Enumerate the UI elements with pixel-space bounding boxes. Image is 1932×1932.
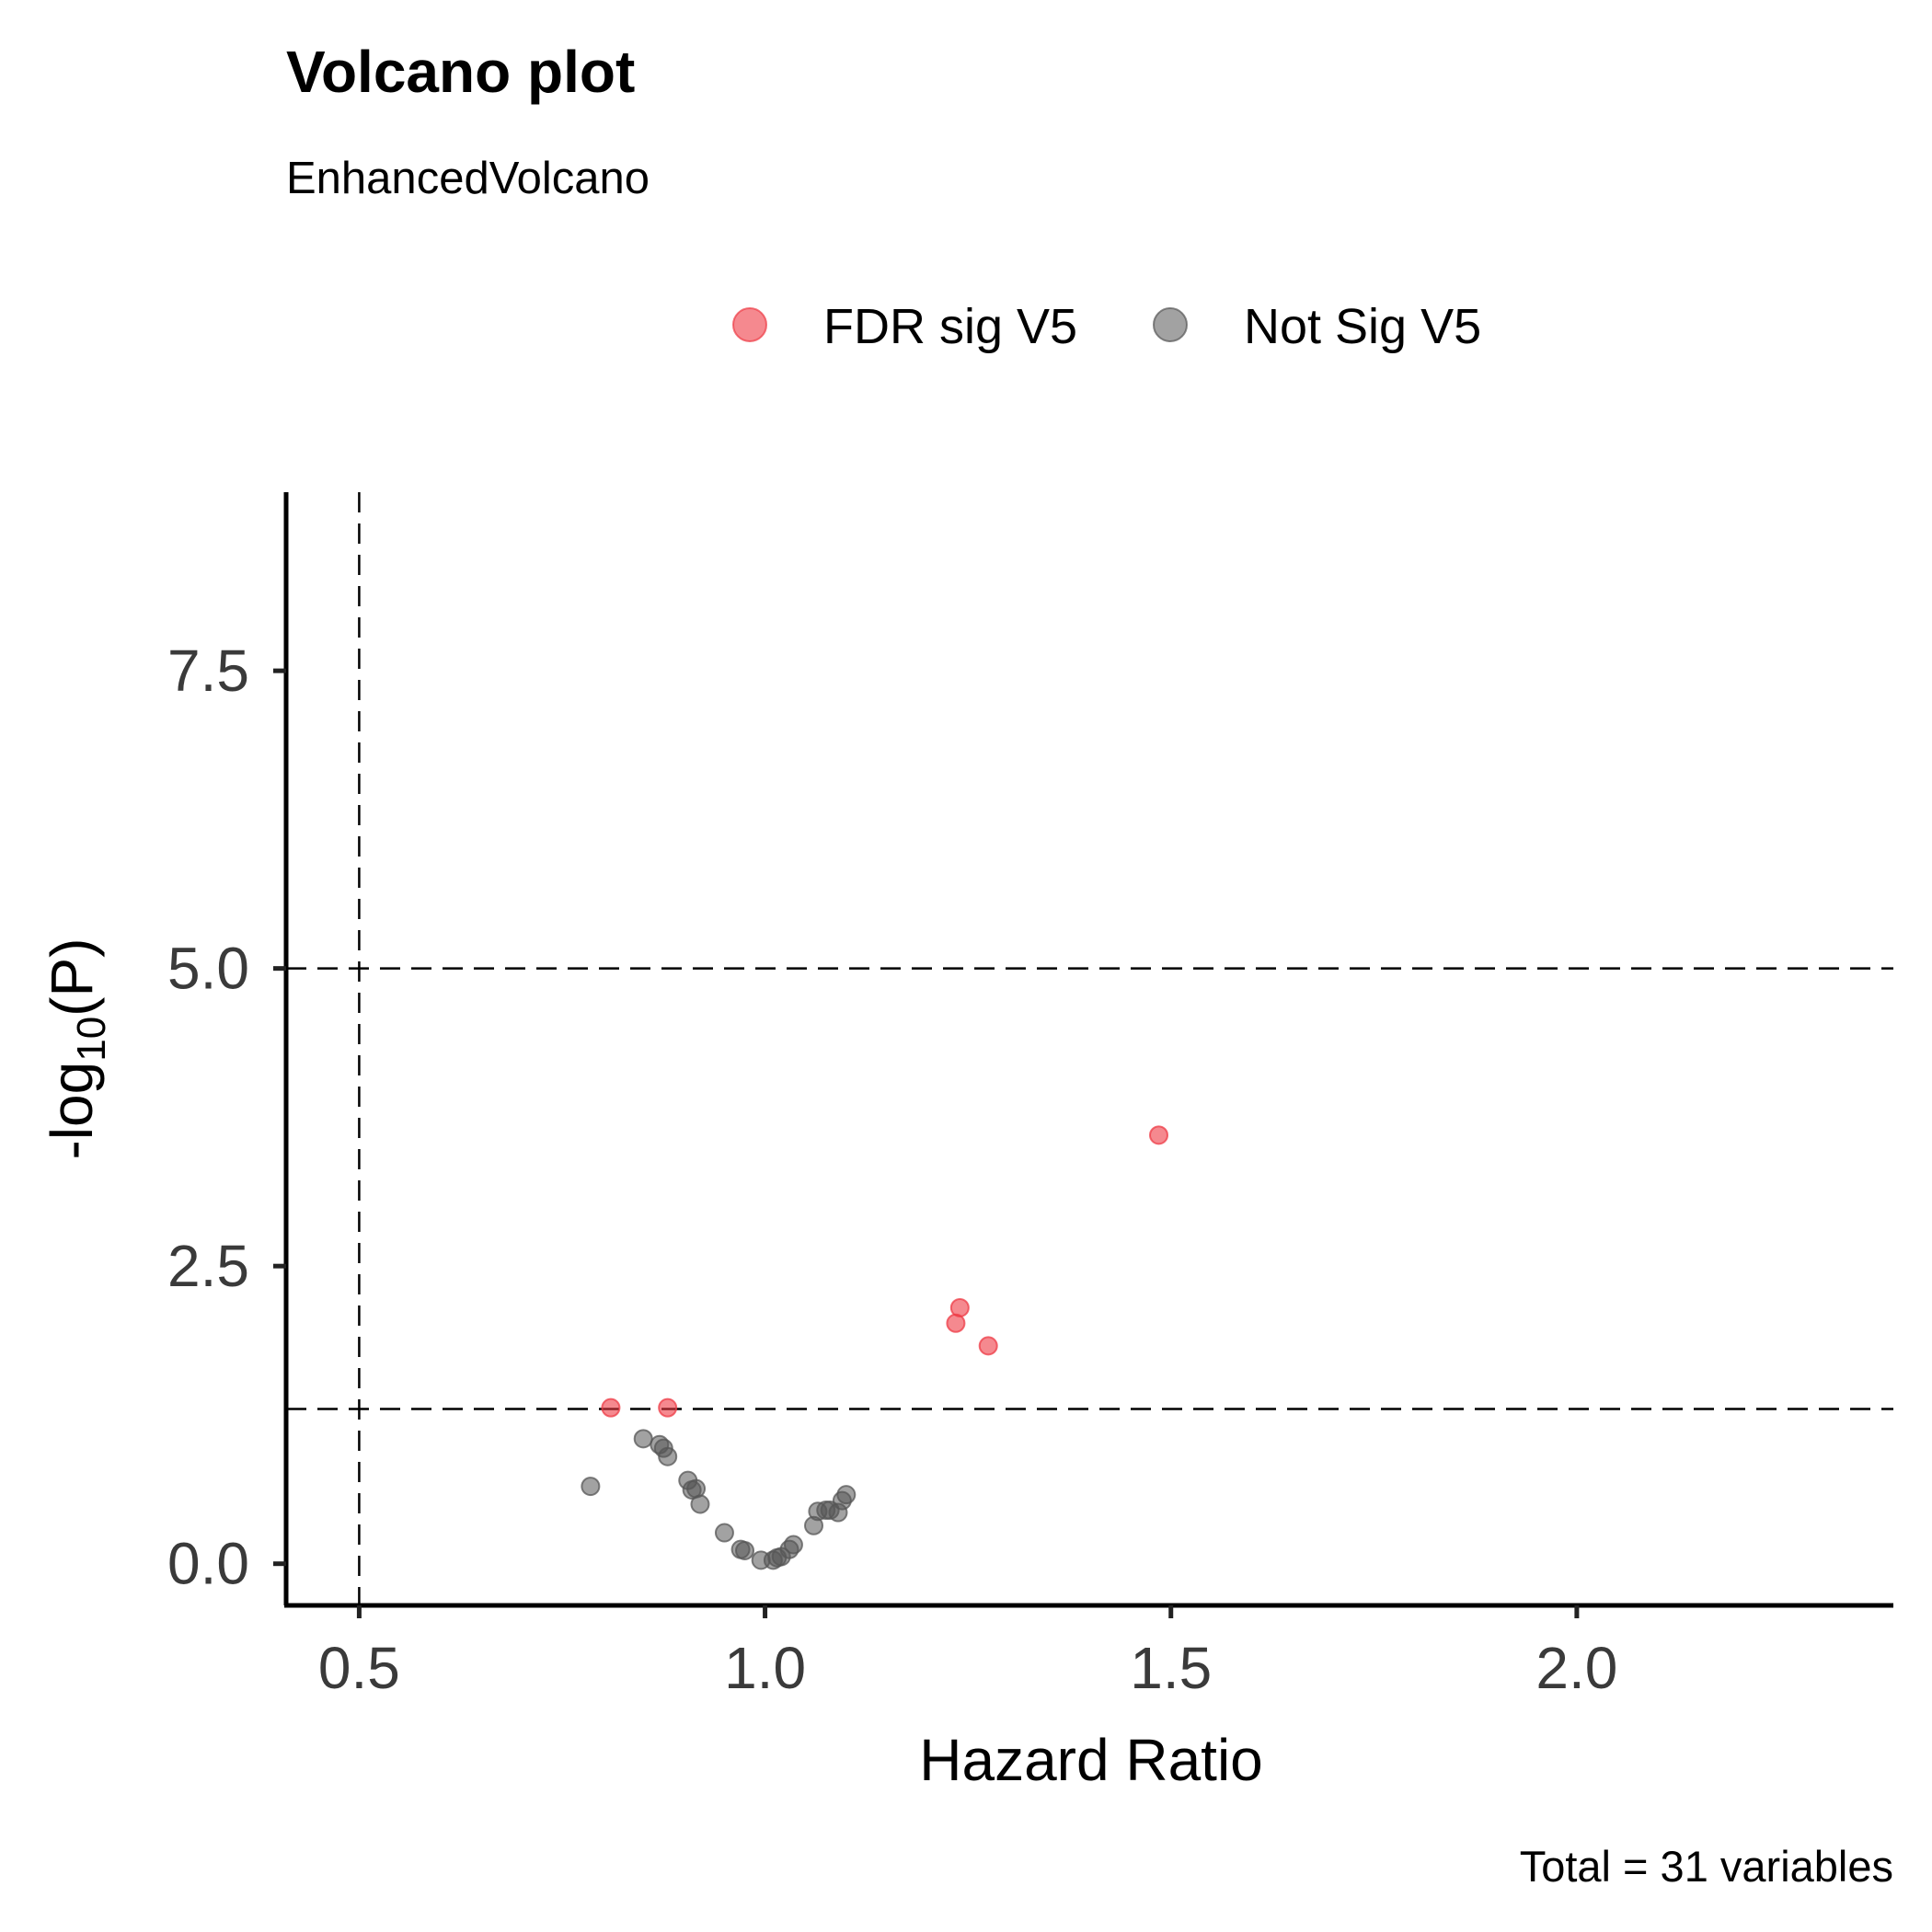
point-not-sig <box>658 1446 678 1466</box>
legend-marker-fdr-sig <box>732 307 767 342</box>
legend: FDR sig V5 Not Sig V5 <box>732 299 1481 354</box>
legend-label-fdr-sig: FDR sig V5 <box>823 299 1077 354</box>
y-axis-title: -log10(P) <box>39 938 114 1160</box>
y-tick-label: 0.0 <box>167 1531 249 1597</box>
x-tick-label: 1.5 <box>1130 1635 1212 1701</box>
y-axis-title-tail: (P) <box>39 938 105 1017</box>
point-not-sig <box>690 1494 710 1514</box>
series-not-sig <box>581 1429 857 1570</box>
point-fdr-sig <box>1148 1125 1168 1145</box>
point-not-sig <box>735 1540 755 1560</box>
point-not-sig <box>581 1477 601 1497</box>
legend-marker-not-sig <box>1153 307 1188 342</box>
x-tick-label: 0.5 <box>318 1635 400 1701</box>
point-not-sig <box>783 1535 803 1555</box>
y-tick-label: 2.5 <box>167 1233 249 1299</box>
y-tick-label: 7.5 <box>167 638 249 704</box>
y-axis-title-subscript: 10 <box>69 1017 114 1062</box>
series-fdr-sig <box>601 1125 1168 1418</box>
point-fdr-sig <box>658 1397 678 1418</box>
chart-subtitle: EnhancedVolcano <box>286 154 650 203</box>
data-points <box>581 1125 1168 1570</box>
x-axis-title: Hazard Ratio <box>919 1727 1263 1793</box>
point-fdr-sig <box>949 1297 970 1317</box>
cutoff-lines <box>286 492 1893 1605</box>
point-not-sig <box>836 1485 857 1505</box>
y-tick-label: 5.0 <box>167 936 249 1002</box>
x-tick-label: 1.0 <box>724 1635 806 1701</box>
point-fdr-sig <box>601 1397 621 1418</box>
y-axis-title-base: -log <box>39 1062 105 1160</box>
point-not-sig <box>714 1523 734 1543</box>
x-tick-label: 2.0 <box>1535 1635 1617 1701</box>
point-not-sig <box>633 1429 653 1449</box>
x-axis-ticks: 0.5 1.0 1.5 2.0 <box>318 1605 1617 1701</box>
legend-label-not-sig: Not Sig V5 <box>1244 299 1481 354</box>
y-axis-ticks: 0.0 2.5 5.0 7.5 <box>167 638 286 1597</box>
point-fdr-sig <box>978 1336 998 1356</box>
chart-title: Volcano plot <box>286 39 635 105</box>
caption: Total = 31 variables <box>1520 1842 1893 1891</box>
